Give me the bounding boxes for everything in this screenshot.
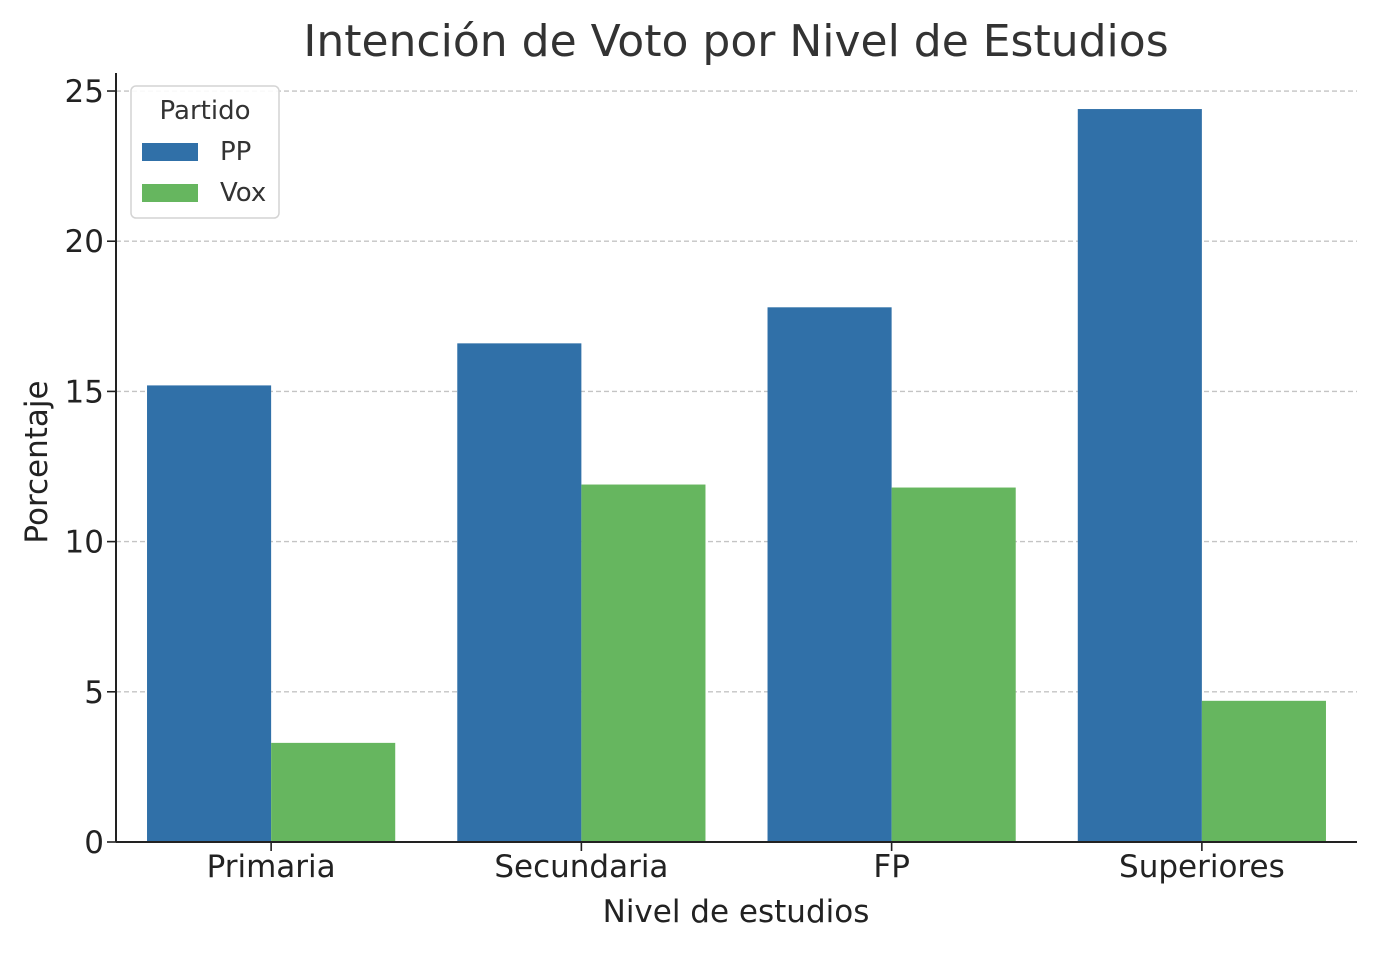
axes: [115, 73, 1357, 843]
x-tick-label: FP: [873, 849, 910, 885]
y-tick-label: 20: [65, 224, 104, 260]
x-tick-label: Secundaria: [494, 849, 668, 885]
bar-vox-secundaria: [581, 484, 706, 842]
legend-title: Partido: [160, 96, 251, 126]
x-tick-label: Primaria: [207, 849, 336, 885]
bar-vox-fp: [891, 487, 1016, 842]
y-tick-label: 5: [84, 675, 104, 711]
y-axis-ticks: 0 5 10 15 20 25: [65, 74, 116, 861]
bar-pp-secundaria: [457, 343, 582, 842]
legend-label-vox: Vox: [220, 178, 266, 208]
bars: [147, 109, 1326, 842]
y-axis-label: Porcentaje: [19, 380, 55, 543]
bar-vox-superiores: [1201, 700, 1326, 842]
chart-title: Intención de Voto por Nivel de Estudios: [303, 16, 1168, 67]
x-axis-label: Nivel de estudios: [603, 894, 870, 930]
y-tick-label: 15: [65, 374, 104, 410]
x-axis-ticks: Primaria Secundaria FP Superiores: [207, 842, 1285, 885]
y-tick-label: 25: [65, 74, 104, 110]
y-tick-label: 0: [84, 825, 104, 861]
bar-vox-primaria: [271, 742, 396, 842]
bar-pp-fp: [767, 307, 892, 842]
legend-label-pp: PP: [220, 137, 251, 167]
x-tick-label: Superiores: [1119, 849, 1285, 885]
y-tick-label: 10: [65, 525, 104, 561]
bar-pp-superiores: [1077, 109, 1202, 842]
legend: Partido PP Vox: [130, 85, 280, 219]
legend-swatch-vox: [142, 184, 198, 202]
legend-swatch-pp: [142, 143, 198, 161]
bar-pp-primaria: [147, 385, 272, 842]
